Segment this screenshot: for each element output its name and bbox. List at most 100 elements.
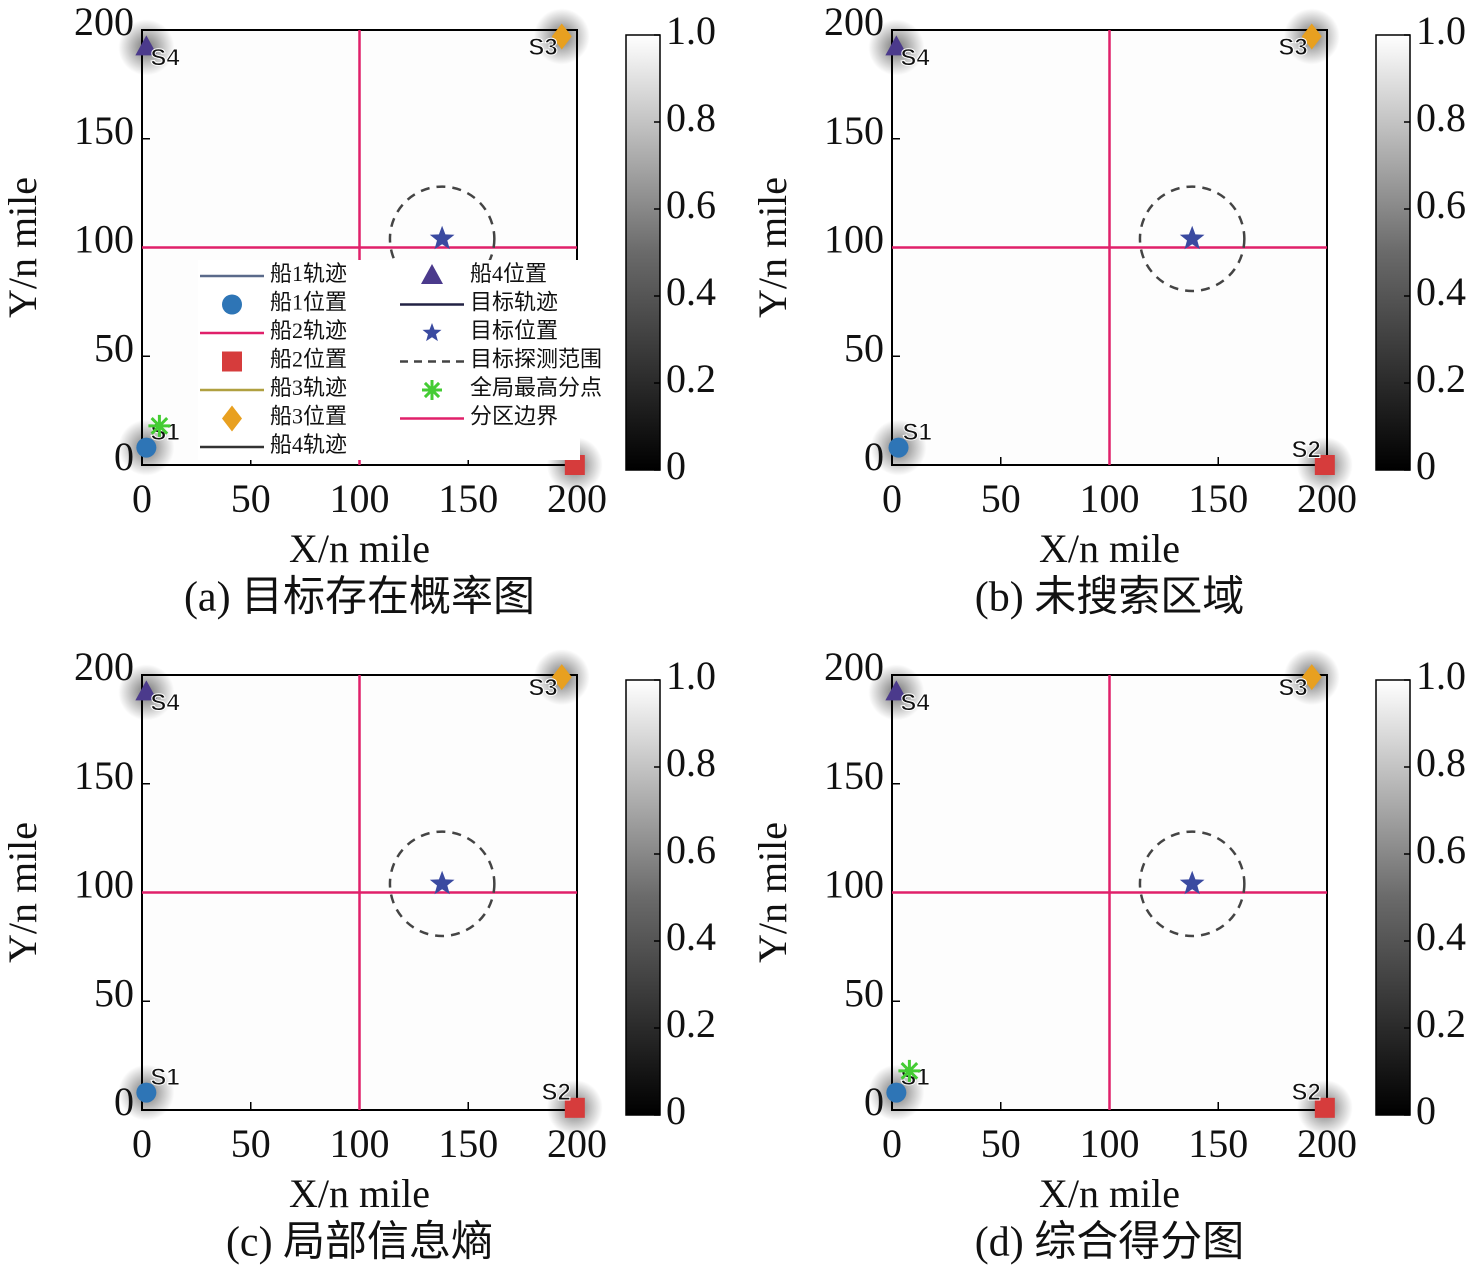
- colorbar-tick-label: 0: [1416, 443, 1436, 488]
- target-position: [429, 225, 455, 250]
- colorbar-tick-label: 0.8: [666, 95, 716, 140]
- ship-position: [136, 1082, 157, 1103]
- caption: (d) 综合得分图: [975, 1219, 1244, 1266]
- colorbar-tick-label: 0.4: [1416, 269, 1466, 314]
- target-position: [429, 870, 455, 895]
- x-tick-label: 50: [981, 1121, 1021, 1166]
- legend-label: 船1位置: [270, 290, 347, 315]
- legend-label: 船4位置: [470, 261, 547, 286]
- colorbar-tick-label: 0.6: [666, 182, 716, 227]
- ship-label: S4: [150, 45, 180, 72]
- colorbar-tick-label: 1.0: [1416, 8, 1466, 53]
- y-axis-label: Y/n mile: [750, 822, 795, 963]
- colorbar: [1375, 679, 1411, 1116]
- colorbar-tick-label: 0: [666, 443, 686, 488]
- y-axis-label: Y/n mile: [750, 177, 795, 318]
- ship-position: [885, 680, 908, 701]
- y-tick-label: 150: [74, 108, 134, 153]
- ship-position: [888, 437, 909, 458]
- colorbar-tick-label: 0: [666, 1088, 686, 1133]
- colorbar: [1375, 34, 1411, 471]
- colorbar-tick-label: 0.2: [1416, 356, 1466, 401]
- legend-box: [198, 260, 580, 460]
- colorbar-tick-label: 0.8: [1416, 95, 1466, 140]
- y-axis-label: Y/n mile: [0, 822, 45, 963]
- x-tick-label: 50: [231, 1121, 271, 1166]
- y-tick-label: 150: [74, 753, 134, 798]
- ship-position: [1314, 455, 1335, 475]
- colorbar-tick-label: 0.4: [666, 914, 716, 959]
- ship-label: S2: [541, 1079, 570, 1106]
- x-tick-label: 0: [882, 476, 902, 521]
- x-tick-label: 150: [438, 1121, 498, 1166]
- ship-label: S4: [150, 690, 180, 717]
- y-tick-label: 50: [844, 970, 884, 1015]
- ship-label: S2: [1291, 436, 1320, 463]
- ship-label: S1: [903, 419, 932, 446]
- x-tick-label: 0: [882, 1121, 902, 1166]
- ship-label: S4: [900, 45, 930, 72]
- target-position: [1179, 870, 1205, 895]
- detection-range: [388, 830, 496, 938]
- colorbar: [625, 34, 661, 471]
- caption: (b) 未搜索区域: [975, 575, 1244, 621]
- x-tick-label: 0: [132, 1121, 152, 1166]
- x-tick-label: 200: [547, 476, 607, 521]
- legend-label: 船1轨迹: [270, 261, 347, 286]
- x-tick-label: 150: [1188, 476, 1248, 521]
- ship-position: [135, 35, 158, 56]
- detection-range: [1138, 830, 1246, 938]
- legend-label: 船2轨迹: [270, 318, 347, 343]
- colorbar-tick-label: 0: [1416, 1088, 1436, 1133]
- ship-label: S3: [528, 34, 557, 61]
- ship-label: S2: [1291, 1079, 1320, 1106]
- legend-label: 分区边界: [470, 404, 558, 429]
- colorbar-tick-label: 1.0: [666, 8, 716, 53]
- caption: (c) 局部信息熵: [226, 1219, 493, 1266]
- colorbar-tick-label: 1.0: [1416, 653, 1466, 698]
- y-tick-label: 50: [94, 325, 134, 370]
- x-tick-label: 100: [330, 1121, 390, 1166]
- x-tick-label: 200: [1297, 476, 1357, 521]
- legend-label: 船4轨迹: [270, 432, 347, 457]
- y-tick-label: 100: [74, 217, 134, 262]
- legend-symbol: [222, 294, 242, 315]
- x-tick-label: 100: [1080, 476, 1140, 521]
- legend-label: 全局最高分点: [470, 375, 602, 400]
- y-tick-label: 0: [114, 1079, 134, 1124]
- caption: (a) 目标存在概率图: [184, 574, 535, 621]
- colorbar-tick-label: 0.2: [666, 1001, 716, 1046]
- ship-position: [885, 35, 908, 56]
- y-tick-label: 100: [824, 862, 884, 907]
- x-axis-label: X/n mile: [289, 1171, 430, 1216]
- legend-symbol: [422, 380, 442, 400]
- ship-position: [564, 1097, 585, 1118]
- x-axis-label: X/n mile: [289, 526, 430, 571]
- y-axis-label: Y/n mile: [0, 177, 45, 318]
- ship-position: [551, 23, 572, 50]
- ship-position: [1301, 664, 1322, 691]
- x-tick-label: 100: [330, 476, 390, 521]
- colorbar-tick-label: 0.4: [1416, 914, 1466, 959]
- x-tick-label: 0: [132, 476, 152, 521]
- x-axis-label: X/n mile: [1039, 526, 1180, 571]
- legend-label: 目标探测范围: [470, 347, 602, 372]
- y-tick-label: 150: [824, 108, 884, 153]
- y-tick-label: 100: [824, 217, 884, 262]
- colorbar-tick-label: 0.8: [1416, 740, 1466, 785]
- ship-position: [551, 664, 572, 691]
- legend-label: 船3位置: [270, 404, 347, 429]
- ship-position: [135, 680, 158, 701]
- ship-label: S4: [900, 690, 930, 717]
- y-tick-label: 0: [864, 434, 884, 479]
- x-tick-label: 50: [981, 476, 1021, 521]
- legend-label: 船2位置: [270, 347, 347, 372]
- x-tick-label: 200: [547, 1121, 607, 1166]
- y-tick-label: 0: [114, 434, 134, 479]
- ship-position: [886, 1082, 907, 1103]
- y-tick-label: 200: [74, 644, 134, 689]
- colorbar-tick-label: 0.2: [666, 356, 716, 401]
- legend-symbol: [421, 264, 443, 284]
- x-tick-label: 100: [1080, 1121, 1140, 1166]
- x-tick-label: 150: [438, 476, 498, 521]
